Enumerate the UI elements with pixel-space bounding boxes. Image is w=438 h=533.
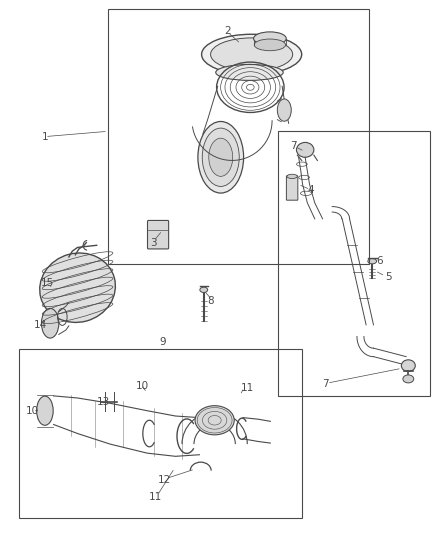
Text: 2: 2 bbox=[224, 26, 231, 36]
Ellipse shape bbox=[287, 174, 297, 179]
Ellipse shape bbox=[401, 360, 415, 372]
Ellipse shape bbox=[201, 34, 302, 75]
Ellipse shape bbox=[198, 122, 244, 193]
Bar bbox=[278, 131, 430, 397]
Ellipse shape bbox=[403, 375, 414, 383]
Text: 11: 11 bbox=[149, 492, 162, 502]
Bar bbox=[19, 349, 302, 519]
Ellipse shape bbox=[209, 138, 233, 176]
Text: 1: 1 bbox=[42, 132, 48, 142]
Text: 7: 7 bbox=[290, 141, 297, 151]
Text: 10: 10 bbox=[136, 381, 149, 391]
FancyBboxPatch shape bbox=[148, 221, 169, 249]
Ellipse shape bbox=[254, 39, 286, 51]
Text: 14: 14 bbox=[34, 320, 47, 330]
Text: 7: 7 bbox=[322, 379, 329, 389]
Text: 11: 11 bbox=[240, 383, 254, 393]
Text: 13: 13 bbox=[97, 397, 110, 407]
Ellipse shape bbox=[202, 128, 239, 187]
Ellipse shape bbox=[254, 32, 286, 45]
Ellipse shape bbox=[297, 142, 314, 157]
Text: 10: 10 bbox=[26, 406, 39, 416]
Ellipse shape bbox=[277, 99, 291, 121]
Ellipse shape bbox=[40, 253, 115, 322]
Text: 15: 15 bbox=[40, 278, 54, 288]
Ellipse shape bbox=[195, 406, 234, 435]
Ellipse shape bbox=[216, 64, 283, 80]
Text: 9: 9 bbox=[159, 337, 166, 348]
Ellipse shape bbox=[42, 309, 59, 338]
Text: 6: 6 bbox=[377, 256, 383, 266]
Text: 12: 12 bbox=[158, 475, 171, 484]
Text: 3: 3 bbox=[150, 238, 157, 248]
Ellipse shape bbox=[368, 259, 377, 264]
Text: 5: 5 bbox=[385, 272, 392, 282]
Text: 4: 4 bbox=[307, 184, 314, 195]
Ellipse shape bbox=[37, 396, 53, 425]
Bar bbox=[108, 10, 369, 264]
Ellipse shape bbox=[200, 287, 208, 293]
FancyBboxPatch shape bbox=[286, 176, 298, 200]
Text: 8: 8 bbox=[207, 296, 214, 306]
Ellipse shape bbox=[211, 38, 293, 71]
